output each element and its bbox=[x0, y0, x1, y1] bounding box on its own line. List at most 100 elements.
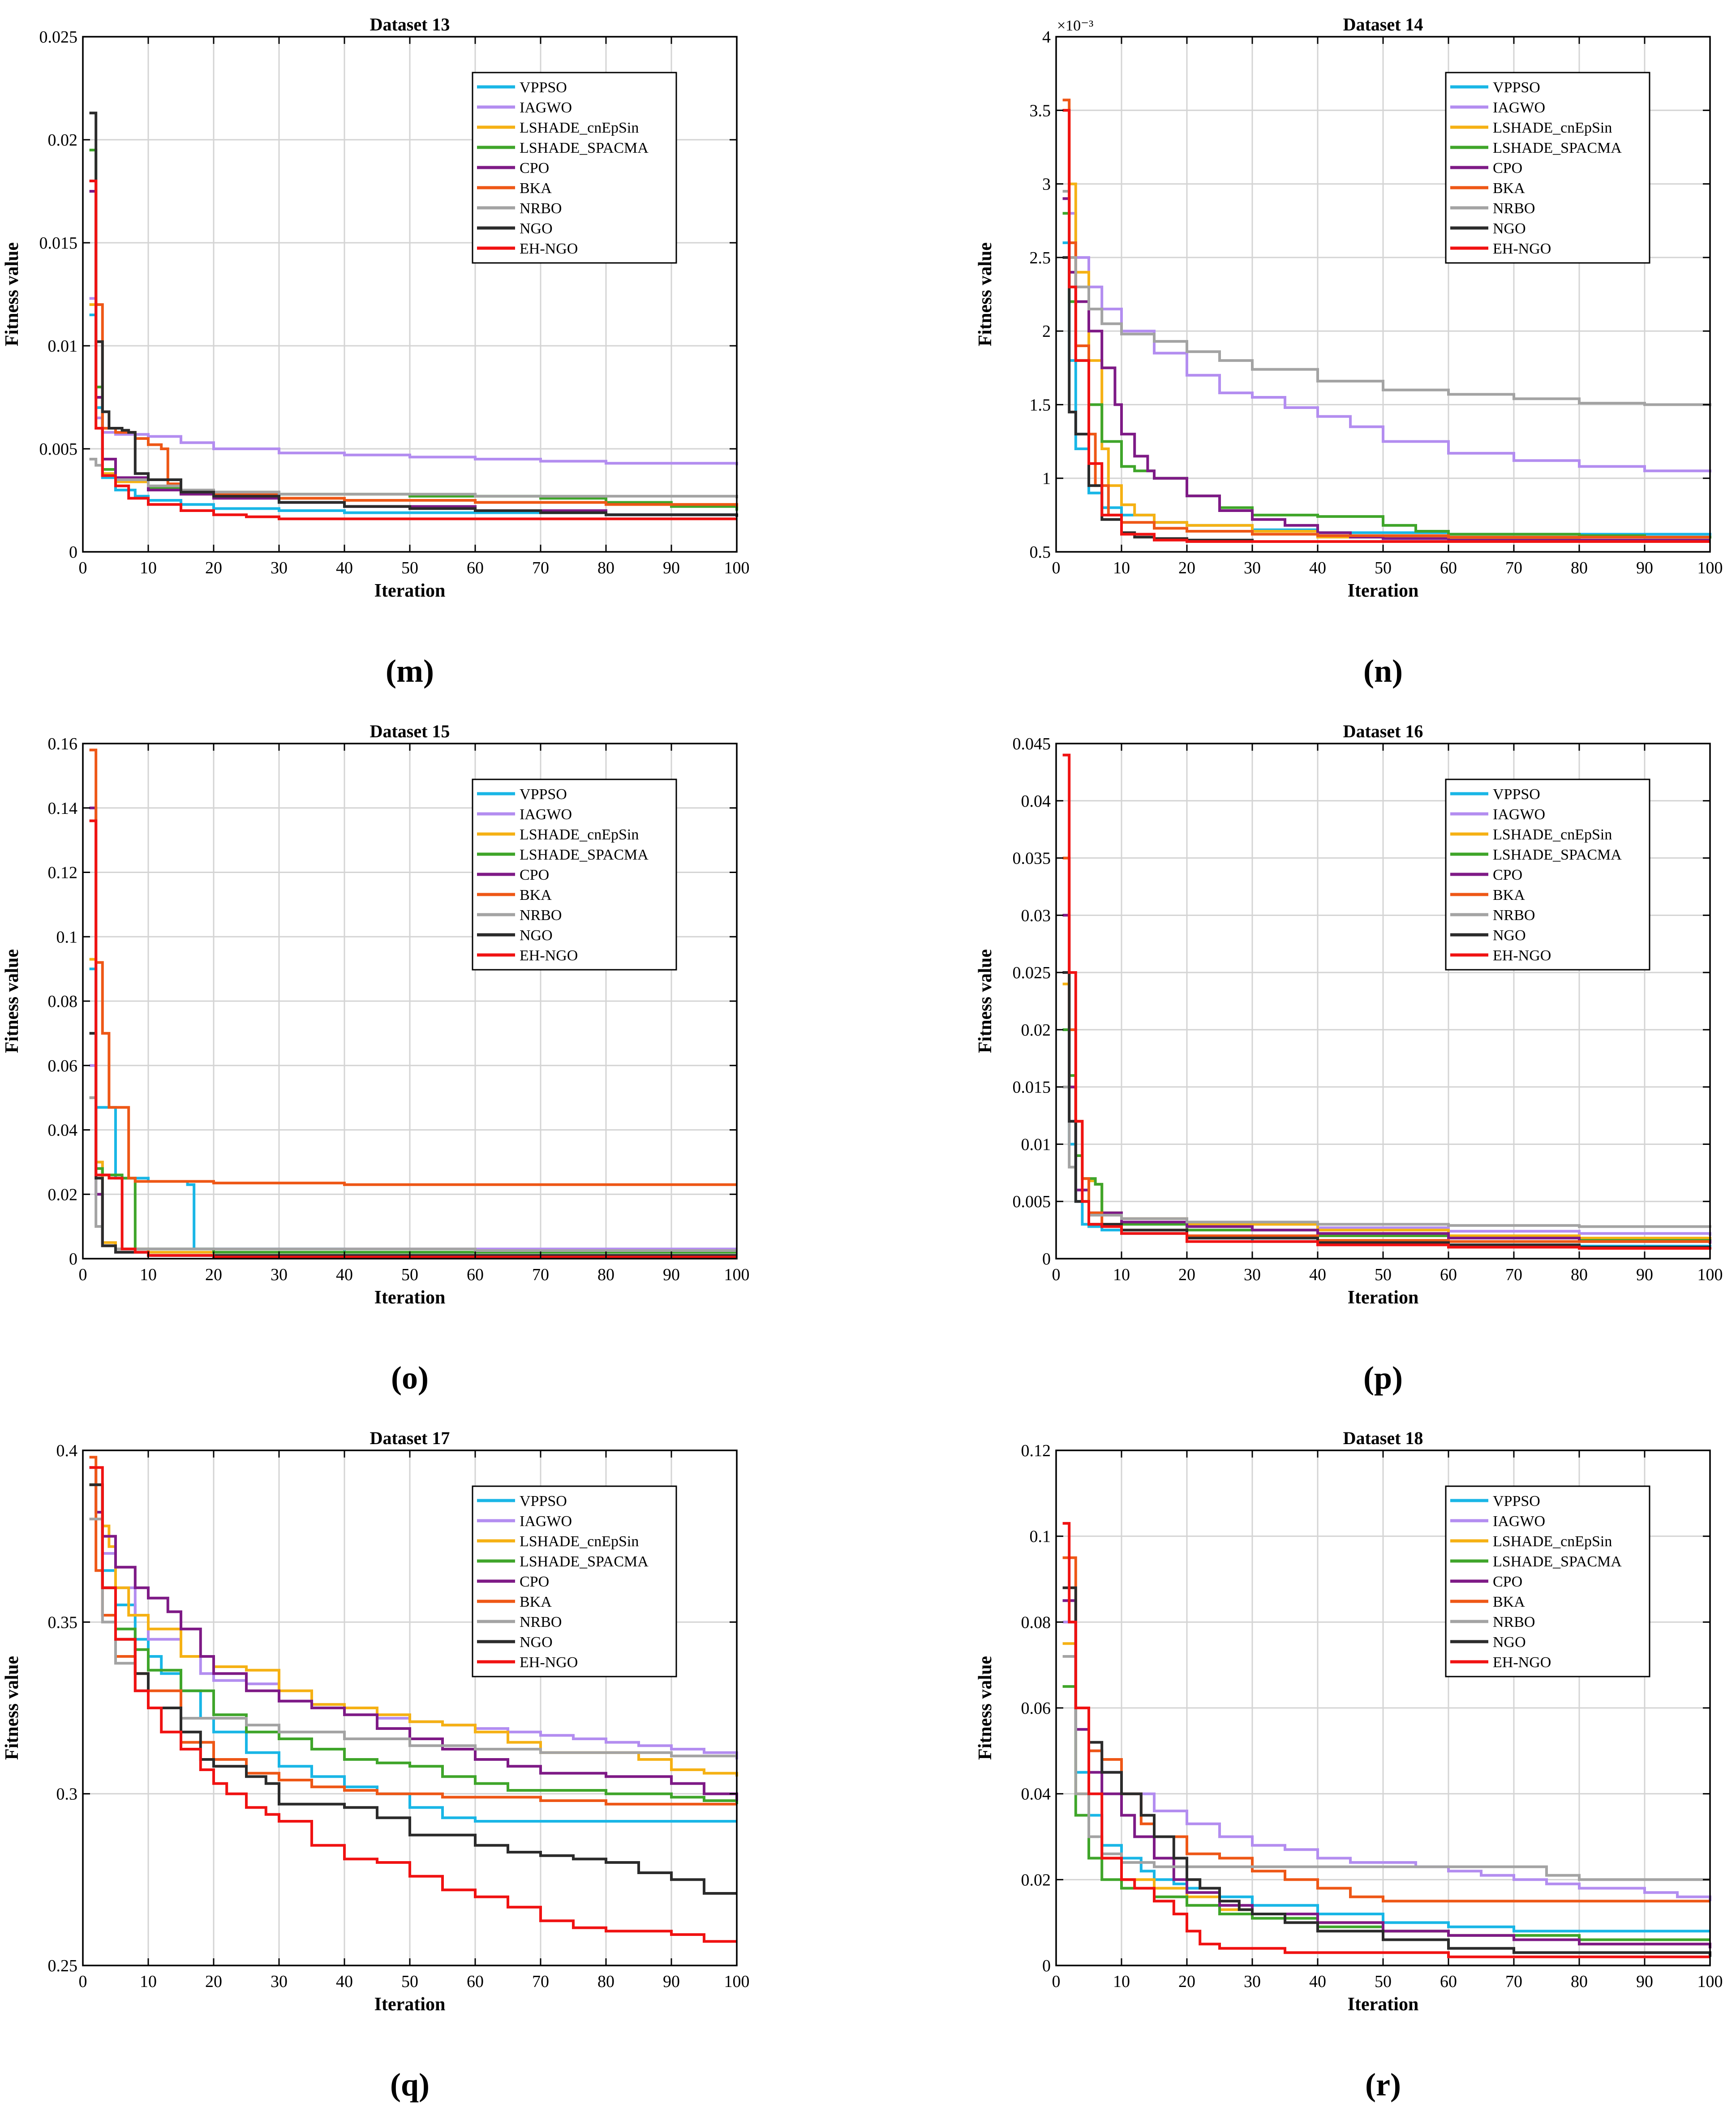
y-exponent-label: ×10⁻³ bbox=[1057, 17, 1093, 34]
y-tick-label: 0.1 bbox=[56, 928, 78, 946]
y-tick-label: 0.02 bbox=[48, 1185, 78, 1204]
legend-label: LSHADE_cnEpSin bbox=[520, 826, 639, 843]
chart-panel-5: 0 10 20 30 40 50 60 70 80 90 100 0.25 0.3 0.35 0.4 Data… bbox=[2, 1428, 750, 2103]
x-tick-label: 60 bbox=[467, 1265, 484, 1284]
legend-label: NGO bbox=[520, 1634, 553, 1651]
x-tick-label: 70 bbox=[532, 1972, 549, 1991]
x-axis-label: Iteration bbox=[374, 1994, 446, 2015]
y-tick-label: 0.015 bbox=[39, 234, 78, 253]
y-tick-label: 0.02 bbox=[48, 131, 78, 150]
legend-label: EH-NGO bbox=[1493, 947, 1551, 964]
x-tick-label: 40 bbox=[336, 1972, 353, 1991]
series-line-ngo bbox=[1062, 1586, 1711, 1957]
y-tick-label: 0.015 bbox=[1013, 1078, 1051, 1097]
series-line-nrbo bbox=[1062, 1655, 1710, 1881]
chart-panel-6: 0 10 20 30 40 50 60 70 80 90 100 0 0.02 0.04 0.06 0.08 0… bbox=[975, 1428, 1723, 2103]
legend: VPPSO IAGWO LSHADE_cnEpSin LSHADE_SPACMA CPO… bbox=[472, 72, 677, 264]
y-axis-label: Fitness value bbox=[2, 949, 22, 1053]
y-tick-label: 0.005 bbox=[39, 440, 78, 459]
legend: VPPSO IAGWO LSHADE_cnEpSin LSHADE_SPACMA CPO… bbox=[472, 1485, 677, 1677]
y-tick-label: 0.005 bbox=[1013, 1192, 1051, 1211]
y-tick-label: 0 bbox=[69, 543, 77, 562]
y-axis-label: Fitness value bbox=[975, 1656, 996, 1760]
series-line-nrbo bbox=[1062, 190, 1711, 406]
panel-label: (o) bbox=[391, 1360, 429, 1396]
legend-label: NGO bbox=[1493, 927, 1526, 944]
chart-title: Dataset 17 bbox=[370, 1428, 450, 1448]
legend-label: IAGWO bbox=[1493, 806, 1545, 823]
legend-label: LSHADE_cnEpSin bbox=[520, 1533, 639, 1550]
x-tick-label: 40 bbox=[1309, 1972, 1326, 1991]
legend-label: BKA bbox=[520, 1594, 552, 1610]
series-line-eh-ngo bbox=[89, 180, 737, 520]
series-line-bka bbox=[89, 748, 737, 1186]
y-tick-label: 0.035 bbox=[1013, 849, 1051, 868]
x-axis-label: Iteration bbox=[374, 581, 446, 601]
y-tick-label: 0.08 bbox=[48, 992, 78, 1011]
legend-label: EH-NGO bbox=[1493, 241, 1551, 257]
x-tick-label: 100 bbox=[1697, 1265, 1723, 1284]
x-tick-label: 60 bbox=[1440, 559, 1457, 577]
legend-label: NRBO bbox=[520, 907, 562, 924]
legend-label: IAGWO bbox=[1493, 1513, 1545, 1530]
x-tick-label: 80 bbox=[597, 1265, 614, 1284]
x-tick-label: 40 bbox=[336, 1265, 353, 1284]
x-tick-label: 60 bbox=[467, 559, 484, 577]
x-tick-label: 90 bbox=[1636, 1972, 1653, 1991]
series-line-eh-ngo bbox=[1062, 753, 1711, 1250]
x-axis-label: Iteration bbox=[1348, 581, 1419, 601]
x-tick-label: 50 bbox=[401, 1265, 418, 1284]
x-tick-label: 10 bbox=[1113, 559, 1130, 577]
y-tick-label: 0.03 bbox=[1021, 906, 1051, 925]
chart-panel-1: 0 10 20 30 40 50 60 70 80 90 100 0 0.005 0.01 0.015 0.0… bbox=[2, 14, 750, 689]
chart-title: Dataset 14 bbox=[1343, 14, 1423, 34]
legend-label: NRBO bbox=[1493, 907, 1535, 924]
x-axis-label: Iteration bbox=[1348, 1994, 1419, 2015]
legend-label: CPO bbox=[520, 867, 549, 883]
x-tick-label: 30 bbox=[1244, 559, 1261, 577]
legend-label: BKA bbox=[1493, 887, 1525, 903]
series-line-cpo bbox=[1062, 197, 1710, 542]
y-tick-label: 0.01 bbox=[1021, 1135, 1051, 1154]
x-tick-label: 50 bbox=[1375, 1265, 1392, 1284]
legend: VPPSO IAGWO LSHADE_cnEpSin LSHADE_SPACMA CPO… bbox=[472, 778, 677, 971]
x-tick-label: 30 bbox=[271, 1265, 288, 1284]
series-line-ngo bbox=[89, 112, 738, 517]
panel-label: (n) bbox=[1363, 653, 1403, 689]
y-tick-label: 0.5 bbox=[1030, 543, 1051, 562]
x-tick-label: 40 bbox=[1309, 1265, 1326, 1284]
legend-label: IAGWO bbox=[520, 1513, 572, 1530]
legend: VPPSO IAGWO LSHADE_cnEpSin LSHADE_SPACMA CPO… bbox=[1445, 778, 1650, 971]
x-tick-label: 80 bbox=[1571, 559, 1588, 577]
x-tick-label: 40 bbox=[1309, 559, 1326, 577]
y-tick-label: 0.1 bbox=[1030, 1527, 1051, 1546]
y-tick-label: 0.3 bbox=[56, 1785, 78, 1804]
x-axis-label: Iteration bbox=[1348, 1287, 1419, 1308]
panel-label: (r) bbox=[1365, 2067, 1401, 2103]
x-tick-label: 20 bbox=[1178, 1265, 1195, 1284]
x-tick-label: 80 bbox=[1571, 1972, 1588, 1991]
legend-label: CPO bbox=[1493, 1574, 1522, 1590]
y-tick-label: 0.02 bbox=[1021, 1871, 1051, 1889]
x-tick-label: 90 bbox=[1636, 559, 1653, 577]
legend-label: CPO bbox=[520, 160, 549, 176]
y-tick-label: 0.12 bbox=[48, 864, 78, 882]
series-line-eh-ngo bbox=[1062, 109, 1710, 543]
y-tick-label: 0.045 bbox=[1013, 735, 1051, 753]
legend-label: NGO bbox=[520, 220, 553, 237]
x-tick-label: 40 bbox=[336, 559, 353, 577]
legend-label: CPO bbox=[520, 1574, 549, 1590]
y-tick-label: 0 bbox=[1042, 1957, 1051, 1975]
y-tick-label: 0.04 bbox=[48, 1121, 78, 1140]
x-tick-label: 30 bbox=[1244, 1972, 1261, 1991]
panel-label: (p) bbox=[1363, 1360, 1403, 1396]
x-tick-label: 60 bbox=[1440, 1265, 1457, 1284]
chart-title: Dataset 13 bbox=[370, 14, 450, 34]
legend-label: LSHADE_SPACMA bbox=[1493, 140, 1622, 156]
y-tick-label: 0 bbox=[1042, 1250, 1051, 1269]
legend-label: LSHADE_SPACMA bbox=[520, 847, 649, 863]
legend-label: VPPSO bbox=[520, 786, 567, 803]
legend-label: LSHADE_SPACMA bbox=[1493, 847, 1622, 863]
x-tick-label: 30 bbox=[271, 1972, 288, 1991]
x-tick-label: 90 bbox=[1636, 1265, 1653, 1284]
